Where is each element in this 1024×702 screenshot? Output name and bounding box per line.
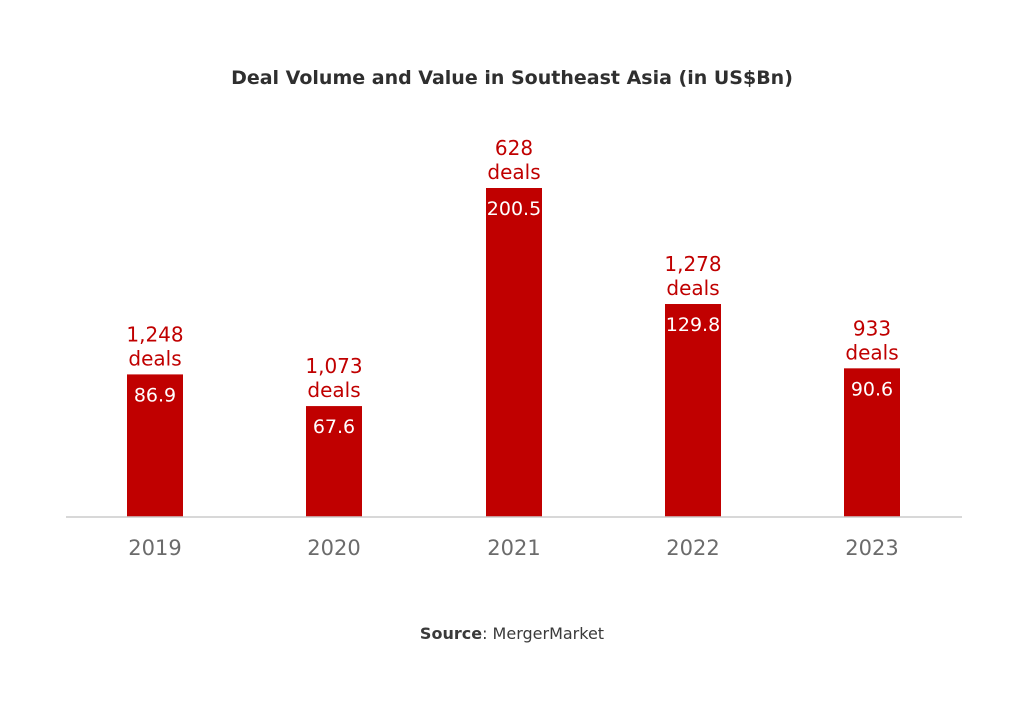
deal-count-label-2021: 628 (495, 136, 533, 160)
bar-2020 (306, 406, 362, 517)
bar-2019 (127, 374, 183, 517)
bar-2023 (844, 368, 900, 517)
value-label-2022: 129.8 (666, 314, 720, 336)
chart-title: Deal Volume and Value in Southeast Asia … (231, 67, 793, 89)
source-text: MergerMarket (492, 624, 605, 643)
deal-unit-label-2019: deals (128, 346, 181, 370)
x-tick-2021: 2021 (487, 536, 540, 560)
deal-count-label-2019: 1,248 (126, 322, 183, 346)
x-tick-2020: 2020 (307, 536, 360, 560)
value-label-2020: 67.6 (313, 416, 355, 438)
bar-chart: Deal Volume and Value in Southeast Asia … (66, 67, 962, 560)
deal-count-label-2022: 1,278 (664, 252, 721, 276)
value-label-2021: 200.5 (487, 198, 541, 220)
x-tick-2022: 2022 (666, 536, 719, 560)
deal-count-label-2020: 1,073 (305, 354, 362, 378)
value-label-2019: 86.9 (134, 384, 176, 406)
x-tick-2019: 2019 (128, 536, 181, 560)
deal-unit-label-2021: deals (487, 160, 540, 184)
value-label-2023: 90.6 (851, 378, 893, 400)
bar-2022 (665, 304, 721, 517)
bars-layer: 86.91,248deals67.61,073deals200.5628deal… (126, 136, 900, 517)
x-tick-labels: 2019 2020 2021 2022 2023 (128, 536, 898, 560)
deal-unit-label-2020: deals (307, 378, 360, 402)
source-label: Source (419, 624, 483, 643)
deal-count-label-2023: 933 (853, 316, 891, 340)
deal-unit-label-2023: deals (845, 340, 898, 364)
bar-2021 (486, 188, 542, 517)
source-note: Source: MergerMarket (419, 624, 605, 643)
deal-unit-label-2022: deals (666, 276, 719, 300)
x-tick-2023: 2023 (845, 536, 898, 560)
